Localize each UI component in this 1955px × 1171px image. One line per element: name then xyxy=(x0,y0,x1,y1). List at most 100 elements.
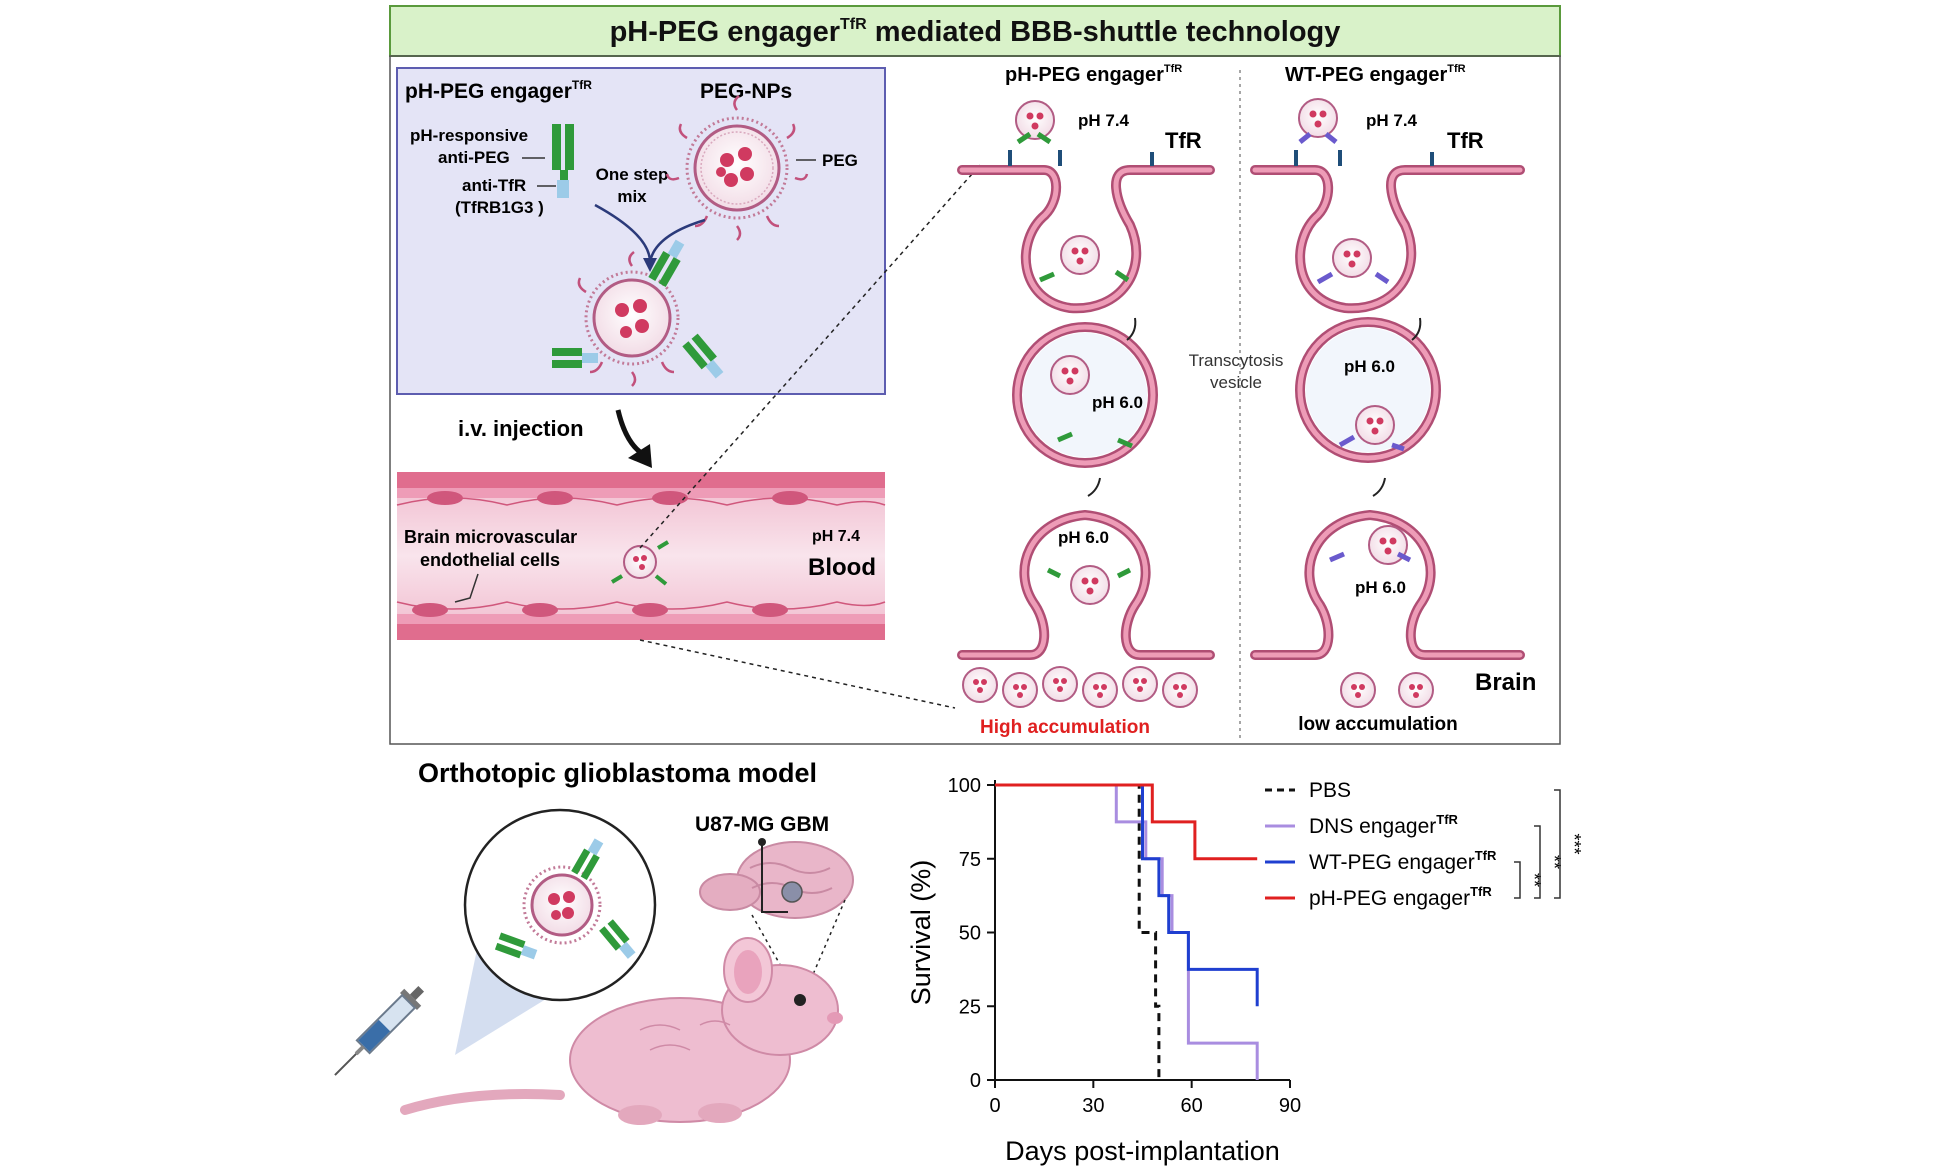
wt-np-surface xyxy=(1298,98,1338,138)
mix-label: mix xyxy=(617,187,647,206)
ph74-label-b: pH 7.4 xyxy=(1366,111,1418,130)
wt-np-pit xyxy=(1332,238,1372,278)
x-axis-label: Days post-implantation xyxy=(1005,1136,1280,1166)
ph-arrow-1 xyxy=(1126,317,1137,341)
page-title: pH-PEG engagerTfR mediated BBB-shuttle t… xyxy=(610,16,1341,48)
ph74-label-a: pH 7.4 xyxy=(1078,111,1130,130)
nude-mouse-icon xyxy=(400,937,843,1125)
low-accumulation-nanoparticles xyxy=(1340,672,1434,708)
ph-np-pit xyxy=(1060,235,1100,275)
legend-label-1: PBS xyxy=(1309,779,1351,802)
x-tick-label: 0 xyxy=(989,1095,1000,1117)
engager-antibody-icon xyxy=(552,124,574,198)
anti-tfr-label: anti-TfR xyxy=(462,176,526,195)
endothelial-label-line1: Brain microvascular xyxy=(404,527,577,547)
y-tick-label: 50 xyxy=(959,923,981,945)
wt-column-title: WT-PEG engagerTfR xyxy=(1285,63,1466,86)
legend-label-4: pH-PEG engagerTfR xyxy=(1309,884,1492,910)
bracket-1 xyxy=(1514,861,1521,899)
ph60-label-a: pH 6.0 xyxy=(1092,393,1143,412)
top-panel-frame xyxy=(389,55,1561,745)
series-line-3 xyxy=(995,783,1259,1007)
tfr-label-b: TfR xyxy=(1447,128,1484,153)
series-line-2 xyxy=(995,783,1259,1080)
zoom-line-bottom xyxy=(639,639,956,709)
high-accumulation-label: High accumulation xyxy=(980,717,1150,738)
injection-label: i.v. injection xyxy=(458,416,584,441)
endothelial-leader xyxy=(454,573,479,603)
chart-series-group xyxy=(995,783,1259,1080)
peg-nps-label: PEG-NPs xyxy=(700,80,792,103)
tfrb1g3-label: (TfRB1G3 ) xyxy=(455,198,544,217)
engager-label: pH-PEG engagerTfR xyxy=(405,78,592,103)
bracket-2 xyxy=(1534,825,1541,899)
survival-chart: 0 25 50 75 100 0 30 60 90 PBS DNS engagerTfR WT-PE… xyxy=(906,775,1584,1166)
series-line-1 xyxy=(995,783,1161,1080)
tfr-label-a: TfR xyxy=(1165,128,1202,153)
wt-vesicle-lumen xyxy=(1306,328,1430,452)
merge-arrowhead xyxy=(643,258,657,272)
blood-label: Blood xyxy=(808,554,876,581)
title-bar xyxy=(389,5,1561,57)
wt-column-receptors xyxy=(1294,132,1434,563)
ph-column-membrane-inner xyxy=(959,167,1213,658)
ph60-label-b: pH 6.0 xyxy=(1344,357,1395,376)
significance-mark-2: ** xyxy=(1544,855,1564,869)
y-tick-label: 75 xyxy=(959,849,981,871)
y-tick-label: 100 xyxy=(948,775,981,797)
syringe-icon xyxy=(334,985,425,1076)
chart-legend: PBS DNS engagerTfR WT-PEG engagerTfR pH-PEG… xyxy=(1265,779,1497,910)
magnified-nanoparticle-icon xyxy=(494,838,636,960)
ph60-label-c: pH 6.0 xyxy=(1058,528,1109,547)
legend-label-2: DNS engagerTfR xyxy=(1309,812,1459,838)
legend-label-3: WT-PEG engagerTfR xyxy=(1309,848,1497,874)
wt-arrow-2 xyxy=(1372,477,1386,497)
brain-label: Brain xyxy=(1475,669,1536,696)
wt-np-vesicle xyxy=(1355,405,1395,445)
model-title: Orthotopic glioblastoma model xyxy=(418,758,817,788)
vessel-nanoparticle-icon xyxy=(610,540,670,586)
brain-icon xyxy=(699,838,854,919)
ph-column-title: pH-PEG engagerTfR xyxy=(1005,63,1182,86)
vesicle-label-line1: Transcytosis xyxy=(1189,351,1284,370)
significance-brackets: ******* xyxy=(1514,789,1584,899)
peg-label: PEG xyxy=(822,151,858,170)
x-tick-label: 30 xyxy=(1082,1095,1104,1117)
wt-column-membrane-inner xyxy=(1252,167,1523,658)
significance-mark-1: ** xyxy=(1524,873,1544,887)
ph-np-vesicle xyxy=(1050,355,1090,395)
y-tick-label: 0 xyxy=(970,1070,981,1092)
injection-arrow xyxy=(615,409,642,454)
y-axis-label: Survival (%) xyxy=(906,860,936,1006)
x-tick-label: 90 xyxy=(1279,1095,1301,1117)
wt-arrow-1 xyxy=(1411,317,1422,341)
ph-np-surface xyxy=(1015,100,1055,140)
injection-arrowhead xyxy=(628,444,652,468)
anti-peg-label: anti-PEG xyxy=(438,148,510,167)
high-accumulation-nanoparticles xyxy=(962,666,1198,708)
endothelial-label-line2: endothelial cells xyxy=(420,550,560,570)
gbm-label: U87-MG GBM xyxy=(695,813,829,836)
chart-axes: 0 25 50 75 100 0 30 60 90 xyxy=(948,775,1302,1117)
merge-arrow xyxy=(594,203,706,263)
ph60-label-d: pH 6.0 xyxy=(1355,578,1406,597)
significance-mark-3: *** xyxy=(1564,833,1584,854)
ph-column-receptors xyxy=(1008,131,1154,579)
vessel-ph-label: pH 7.4 xyxy=(812,528,860,545)
low-accumulation-label: low accumulation xyxy=(1298,714,1457,735)
brain-zoom-left xyxy=(751,914,801,1001)
ph-np-exocytosis xyxy=(1070,565,1110,605)
ph-responsive-label: pH-responsive xyxy=(410,126,528,145)
one-step-label: One step xyxy=(596,165,669,184)
x-tick-label: 60 xyxy=(1181,1095,1203,1117)
ph-arrow-2 xyxy=(1087,477,1101,497)
series-line-4 xyxy=(995,783,1258,861)
vesicle-label-line2: vesicle xyxy=(1210,373,1262,392)
bracket-3 xyxy=(1554,789,1561,899)
decorated-nanoparticle-icon xyxy=(552,239,724,387)
wt-np-exocytosis xyxy=(1368,525,1408,565)
zoom-line-top xyxy=(639,164,981,549)
y-tick-label: 25 xyxy=(959,996,981,1018)
peg-nanoparticle-icon xyxy=(665,95,809,241)
